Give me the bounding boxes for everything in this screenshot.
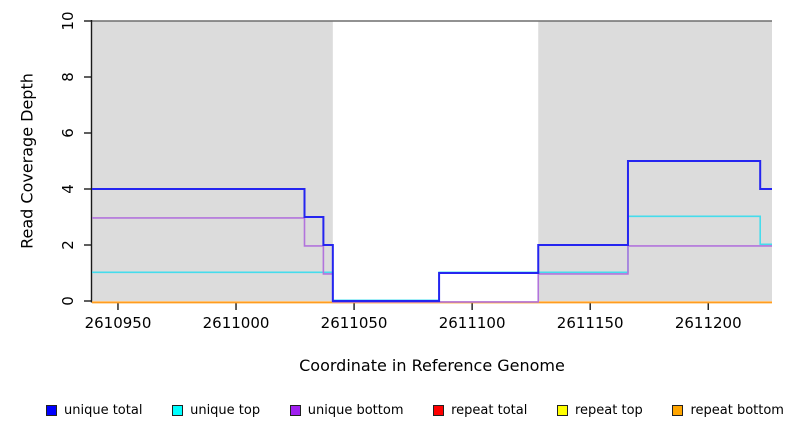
legend-swatch-icon <box>433 404 445 416</box>
legend-item-repeat-total: repeat total <box>433 403 527 418</box>
legend-item-label: unique bottom <box>307 402 404 418</box>
legend: unique total unique top unique bottom repea… <box>46 399 784 421</box>
legend-swatch-icon <box>672 404 684 416</box>
legend-item-label: repeat total <box>451 402 528 418</box>
x-tick-label: 2611100 <box>438 314 506 332</box>
x-tick-label: 2611150 <box>556 314 624 332</box>
x-tick-label: 2611000 <box>202 314 270 332</box>
y-tick-label: 6 <box>59 128 77 138</box>
y-axis-title: Read Coverage Depth <box>17 73 37 249</box>
legend-swatch-icon <box>289 404 301 416</box>
legend-swatch-icon <box>46 404 57 416</box>
y-tick-label: 10 <box>59 11 77 31</box>
legend-item-label: repeat bottom <box>690 402 784 418</box>
x-axis-title: Coordinate in Reference Genome <box>299 356 565 375</box>
legend-swatch-icon <box>172 404 184 416</box>
y-tick-label: 8 <box>59 72 77 82</box>
legend-item-unique-top: unique top <box>172 403 260 418</box>
y-tick-label: 2 <box>59 240 77 250</box>
y-tick-label: 4 <box>59 184 77 194</box>
legend-item-label: unique total <box>64 402 143 418</box>
x-tick-label: 2611200 <box>674 314 742 332</box>
series-line-unique-total <box>92 160 772 302</box>
legend-swatch-icon <box>557 404 568 416</box>
y-tick-label: 0 <box>59 296 77 306</box>
coverage-plot <box>84 20 772 310</box>
x-tick-label: 2610950 <box>84 314 152 332</box>
legend-item-unique-bottom: unique bottom <box>289 402 404 418</box>
legend-item-repeat-bottom: repeat bottom <box>672 403 784 418</box>
legend-item-label: unique top <box>190 402 261 418</box>
legend-item-unique-total: unique total <box>46 403 142 418</box>
x-tick-label: 2611050 <box>320 314 388 332</box>
unique-mappability-region-left <box>92 21 333 301</box>
legend-item-repeat-top: repeat top <box>557 403 643 418</box>
legend-item-label: repeat top <box>575 402 643 418</box>
